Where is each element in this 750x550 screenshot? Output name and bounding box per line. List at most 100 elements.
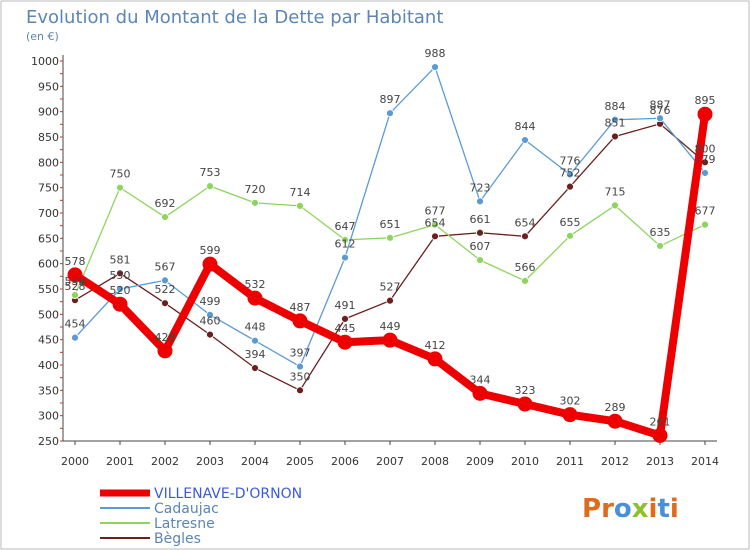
series-point-2 <box>431 220 439 229</box>
x-tick-label: 2002 <box>151 455 179 468</box>
data-labels: 528 581 522 460 394 350 491 527 654 661 654 752 851 8… <box>65 47 716 428</box>
series-point-0 <box>562 407 578 423</box>
series-point-3 <box>566 182 574 191</box>
data-label: 578 <box>65 255 86 268</box>
chart-subtitle: (en €) <box>26 30 59 43</box>
logo-letter: P <box>582 494 601 524</box>
y-tick-label: 850 <box>38 131 59 144</box>
x-tick-label: 2010 <box>511 455 539 468</box>
logo-letter: r <box>601 494 614 524</box>
series-point-1 <box>656 114 664 123</box>
data-label: 397 <box>290 347 311 360</box>
data-label: 692 <box>155 197 176 210</box>
data-label: 599 <box>200 244 221 257</box>
series-point-0 <box>652 427 668 443</box>
x-tick-label: 2014 <box>691 455 719 468</box>
series-point-2 <box>386 233 394 242</box>
series-point-0 <box>697 106 713 122</box>
data-label: 651 <box>380 218 401 231</box>
y-tick-label: 400 <box>38 359 59 372</box>
series-point-2 <box>71 291 79 299</box>
data-label: 428 <box>155 331 176 344</box>
data-label: 520 <box>110 284 131 297</box>
data-label: 897 <box>380 93 401 106</box>
y-tick-label: 1000 <box>31 55 59 68</box>
x-tick-label: 2012 <box>601 455 629 468</box>
chart-title: Evolution du Montant de la Dette par Hab… <box>26 7 443 28</box>
data-label: 412 <box>425 339 446 352</box>
data-label: 445 <box>335 322 356 335</box>
data-label: 750 <box>110 168 131 181</box>
logo-letter: x <box>632 494 649 524</box>
data-label: 851 <box>605 116 626 129</box>
series-point-1 <box>701 169 709 177</box>
x-tick-label: 2011 <box>556 455 584 468</box>
proxiti-logo: Proxiti <box>582 494 679 524</box>
data-label: 607 <box>470 240 491 253</box>
series-point-0 <box>517 396 533 412</box>
legend-label-2: Latresne <box>154 516 215 532</box>
data-label: 454 <box>65 318 86 331</box>
series-point-1 <box>161 276 169 285</box>
series-point-1 <box>116 285 124 293</box>
data-label: 499 <box>200 295 221 308</box>
x-tick-label: 2005 <box>286 455 314 468</box>
series-point-2 <box>206 182 214 191</box>
x-tick-label: 2003 <box>196 455 224 468</box>
series-point-1 <box>521 136 529 144</box>
data-label: 661 <box>470 213 491 226</box>
y-tick-label: 950 <box>38 80 59 93</box>
data-label: 752 <box>560 167 581 180</box>
series-point-1 <box>476 197 484 206</box>
data-label: 714 <box>290 186 311 199</box>
x-tick-label: 2006 <box>331 455 359 468</box>
data-label: 720 <box>245 183 266 196</box>
series-point-3 <box>476 228 484 237</box>
series-point-1 <box>611 115 619 124</box>
series-point-0 <box>472 385 488 401</box>
series-point-1 <box>431 63 439 71</box>
data-label: 887 <box>650 98 671 111</box>
series-point-2 <box>161 213 169 221</box>
series-point-3 <box>386 296 394 305</box>
series-point-2 <box>116 183 124 192</box>
legend-label-1: Cadaujac <box>154 501 219 517</box>
data-label: 350 <box>290 370 311 383</box>
data-label: 449 <box>380 320 401 333</box>
data-label: 800 <box>695 142 716 155</box>
legend-label-3: Bègles <box>154 531 201 547</box>
data-label: 677 <box>695 205 716 218</box>
data-label: 581 <box>110 253 131 266</box>
series-point-1 <box>206 310 214 319</box>
data-label: 532 <box>245 278 266 291</box>
data-label: 323 <box>515 384 536 397</box>
series-layer <box>67 63 713 443</box>
data-label: 487 <box>290 301 311 314</box>
series-point-3 <box>116 269 124 278</box>
data-label: 344 <box>470 373 491 386</box>
y-tick-label: 800 <box>38 156 59 169</box>
data-label: 289 <box>605 401 626 414</box>
data-label: 654 <box>425 216 446 229</box>
series-point-0 <box>157 343 173 359</box>
data-label: 567 <box>155 260 176 273</box>
data-label: 528 <box>65 280 86 293</box>
series-point-3 <box>431 232 439 241</box>
y-tick-label: 500 <box>38 308 59 321</box>
y-tick-label: 250 <box>38 435 59 448</box>
data-label: 612 <box>335 238 356 251</box>
data-label: 655 <box>560 216 581 229</box>
data-label: 394 <box>245 348 266 361</box>
data-label: 677 <box>425 205 446 218</box>
y-tick-label: 750 <box>38 182 59 195</box>
series-point-3 <box>251 364 259 372</box>
series-point-2 <box>611 201 619 210</box>
data-label: 753 <box>200 166 221 179</box>
data-label: 302 <box>560 395 581 408</box>
y-tick-label: 450 <box>38 334 59 347</box>
data-label: 715 <box>605 185 626 198</box>
data-label: 844 <box>515 120 536 133</box>
